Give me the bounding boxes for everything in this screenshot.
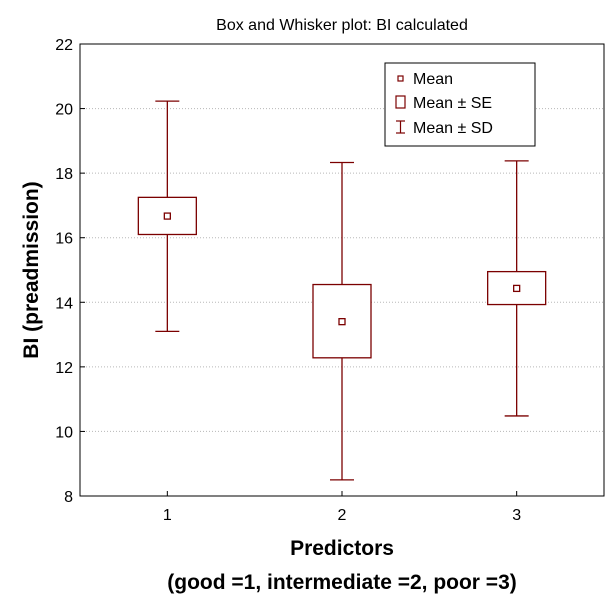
- legend-mean-icon: [397, 75, 404, 82]
- mean-marker: [338, 318, 346, 326]
- legend-se-label: Mean ± SE: [413, 95, 492, 112]
- y-tick-label: 20: [55, 102, 73, 119]
- y-tick-label: 22: [55, 37, 73, 54]
- box-group-2: [312, 161, 372, 481]
- y-axis-ticks: 8 10 12 14 16 18 20 22: [55, 37, 85, 506]
- legend-mean-label: Mean: [413, 71, 453, 88]
- y-tick-label: 16: [55, 231, 73, 248]
- plot-frame: [79, 43, 605, 497]
- legend-frame: [384, 62, 536, 147]
- y-axis-label: BI (preadmission): [20, 181, 43, 358]
- mean-marker: [163, 212, 171, 220]
- y-tick-label: 8: [64, 489, 73, 506]
- legend: Mean Mean ± SE Mean ± SD: [384, 62, 536, 147]
- y-tick-label: 10: [55, 424, 73, 441]
- x-axis-label-line1: Predictors: [290, 537, 394, 560]
- y-tick-label: 18: [55, 166, 73, 183]
- x-axis-label-line2: (good =1, intermediate =2, poor =3): [167, 571, 517, 594]
- x-tick-label: 1: [163, 507, 172, 524]
- chart-title: Box and Whisker plot: BI calculated: [216, 17, 468, 34]
- y-tick-label: 14: [55, 295, 73, 312]
- legend-sd-label: Mean ± SD: [413, 120, 493, 137]
- se-box: [312, 283, 372, 359]
- legend-sd-icon: [396, 120, 405, 134]
- x-tick-label: 3: [512, 507, 521, 524]
- mean-marker: [513, 284, 521, 293]
- x-tick-label: 2: [338, 507, 347, 524]
- box-groups: [137, 100, 547, 481]
- y-tick-label: 12: [55, 360, 73, 377]
- legend-se-icon: [395, 95, 406, 109]
- box-group-3: [487, 160, 547, 417]
- box-group-1: [137, 100, 197, 332]
- x-axis-ticks: 1 2 3: [163, 491, 521, 524]
- se-box: [487, 270, 547, 306]
- se-box: [137, 196, 197, 236]
